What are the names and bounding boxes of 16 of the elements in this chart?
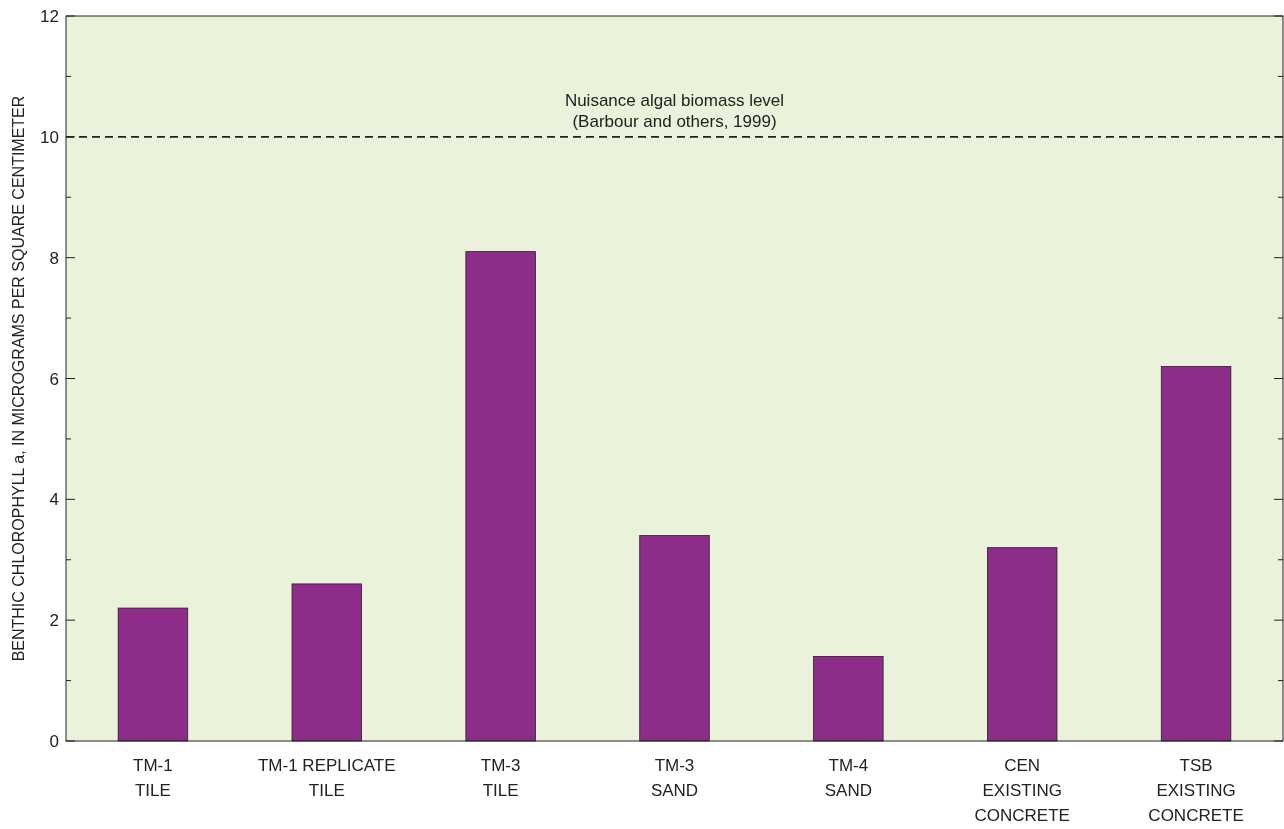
y-tick-label: 0 <box>49 732 59 751</box>
x-tick-label: TM-1 REPLICATE TILE <box>257 756 396 800</box>
y-tick-label: 4 <box>49 490 59 510</box>
y-tick-label: 8 <box>49 248 59 268</box>
x-tick-label: CEN EXISTING CONCRETE <box>974 756 1070 825</box>
x-tick-label: TM-1 TILE <box>133 756 173 800</box>
ref-line-label: Nuisance algal biomass level (Barbour and others, 1999) <box>564 90 785 131</box>
y-tick-label: 2 <box>49 611 59 631</box>
x-tick-label: TM-3 TILE <box>480 756 521 800</box>
y-axis-title: BENTHIC CHLOROPHYLL a, IN MICROGRAMS PER SQUARE CENTIMETER <box>10 95 27 662</box>
y-tick-label: 6 <box>49 369 59 389</box>
x-tick-label: TM-3 SAND <box>650 756 699 800</box>
x-tick-label: TSB EXISTING CONCRETE <box>1148 756 1244 825</box>
x-tick-label: TM-4 SAND <box>824 756 872 800</box>
y-tick-label: 12 <box>40 7 59 26</box>
y-tick-label: 10 <box>40 127 59 147</box>
